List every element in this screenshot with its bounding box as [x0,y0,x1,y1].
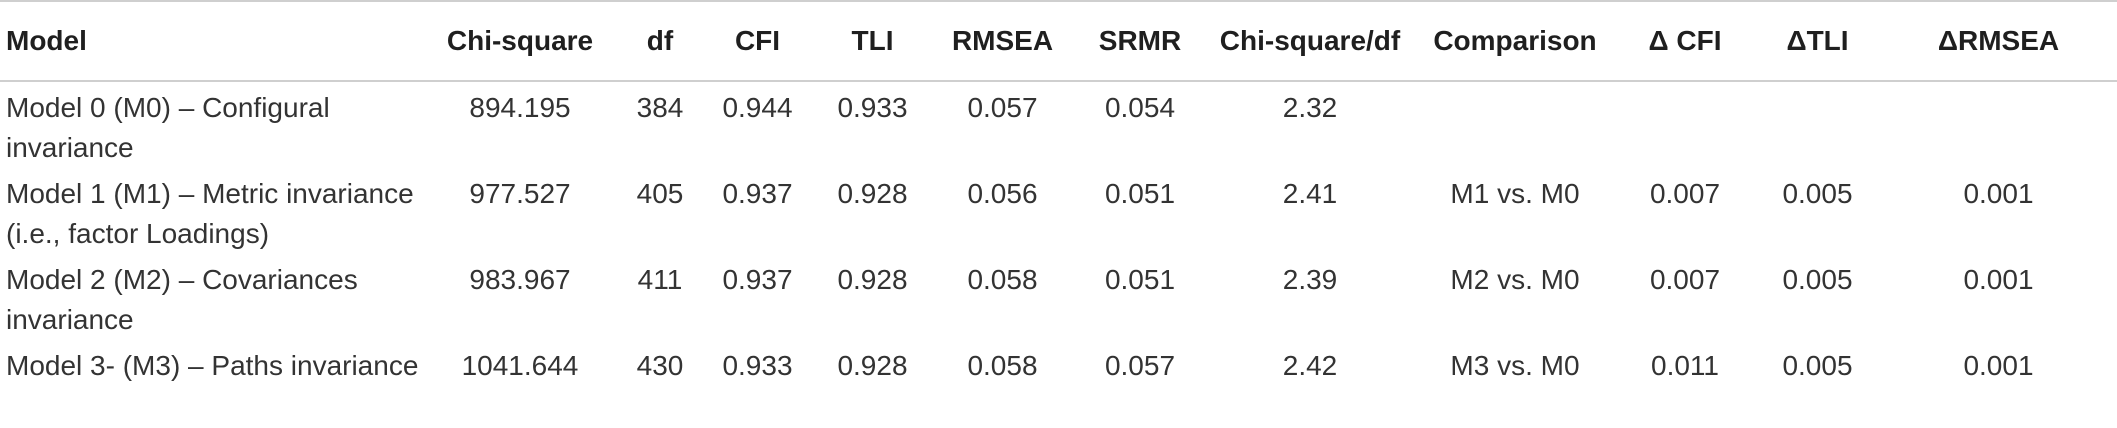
cell-srmr: 0.051 [1104,178,1176,209]
cell-srmr: 0.054 [1104,92,1176,123]
header-srmr: SRMR [1098,25,1182,56]
cell-chi-square-df: 2.39 [1282,264,1338,295]
cell-chi-square-df: 2.32 [1282,92,1338,123]
cell-tli: 0.928 [837,350,908,381]
cell-chi-square: 894.195 [469,92,571,123]
cell-rmsea: 0.058 [967,264,1038,295]
cell-chi-square: 977.527 [469,178,571,209]
table-row: Model 3- (M3) – Paths invariance 1041.64… [0,340,2117,426]
header-chi-square: Chi-square [446,25,594,56]
model-label: Model 2 (M2) – Covariances invariance [6,264,358,335]
header-model: Model [6,25,87,56]
model-label: Model 0 (M0) – Configural invariance [6,92,330,163]
cell-df: 411 [637,264,683,295]
cell-tli: 0.933 [837,92,908,123]
model-label: Model 3- (M3) – Paths invariance [6,350,419,381]
cell-model: Model 2 (M2) – Covariances invariance [0,254,420,340]
header-chi-square-df: Chi-square/df [1219,25,1401,56]
cell-chi-square: 983.967 [469,264,571,295]
header-rmsea: RMSEA [951,25,1054,56]
header-df: df [646,25,674,56]
cell-cfi: 0.937 [722,264,793,295]
cell-delta-rmsea: 0.001 [1963,264,2034,295]
table-row: Model 2 (M2) – Covariances invariance 98… [0,254,2117,340]
header-row: Model Chi-square df CFI TLI RMSEA SRMR C… [0,1,2117,81]
cell-delta-tli: 0.005 [1782,178,1853,209]
cell-comparison [1415,81,1615,168]
cell-delta-cfi [1615,81,1755,168]
cell-comparison: M3 vs. M0 [1450,350,1580,381]
header-comparison: Comparison [1433,25,1597,56]
cell-delta-tli [1755,81,1880,168]
cell-df: 384 [636,92,684,123]
cell-tli: 0.928 [837,178,908,209]
cell-model: Model 1 (M1) – Metric invariance (i.e., … [0,168,420,254]
cell-cfi: 0.937 [722,178,793,209]
cell-chi-square-df: 2.42 [1282,350,1338,381]
cell-rmsea: 0.058 [967,350,1038,381]
header-cfi: CFI [734,25,781,56]
cell-df: 430 [636,350,684,381]
cell-tli: 0.928 [837,264,908,295]
cell-model: Model 0 (M0) – Configural invariance [0,81,420,168]
cell-chi-square: 1041.644 [461,350,579,381]
cell-delta-cfi: 0.007 [1649,178,1721,209]
cell-delta-rmsea [1880,81,2117,168]
header-tli: TLI [851,25,894,56]
cell-comparison: M2 vs. M0 [1450,264,1580,295]
header-delta-rmsea: ΔRMSEA [1937,25,2060,56]
cell-cfi: 0.944 [722,92,793,123]
cell-model: Model 3- (M3) – Paths invariance [0,340,420,426]
header-delta-cfi: Δ CFI [1648,25,1722,56]
cell-rmsea: 0.056 [967,178,1038,209]
cell-rmsea: 0.057 [967,92,1038,123]
cell-delta-rmsea: 0.001 [1963,350,2034,381]
table-row: Model 1 (M1) – Metric invariance (i.e., … [0,168,2117,254]
cell-delta-cfi: 0.011 [1651,350,1719,381]
cell-delta-rmsea: 0.001 [1963,178,2034,209]
header-delta-tli: ΔTLI [1786,25,1849,56]
cell-srmr: 0.051 [1104,264,1176,295]
cell-delta-tli: 0.005 [1782,350,1853,381]
table-row: Model 0 (M0) – Configural invariance 894… [0,81,2117,168]
cell-df: 405 [636,178,684,209]
cell-srmr: 0.057 [1104,350,1176,381]
model-label: Model 1 (M1) – Metric invariance (i.e., … [6,178,414,249]
cell-comparison: M1 vs. M0 [1450,178,1580,209]
cell-delta-cfi: 0.007 [1649,264,1721,295]
cell-chi-square-df: 2.41 [1282,178,1338,209]
cell-delta-tli: 0.005 [1782,264,1853,295]
cell-cfi: 0.933 [722,350,793,381]
